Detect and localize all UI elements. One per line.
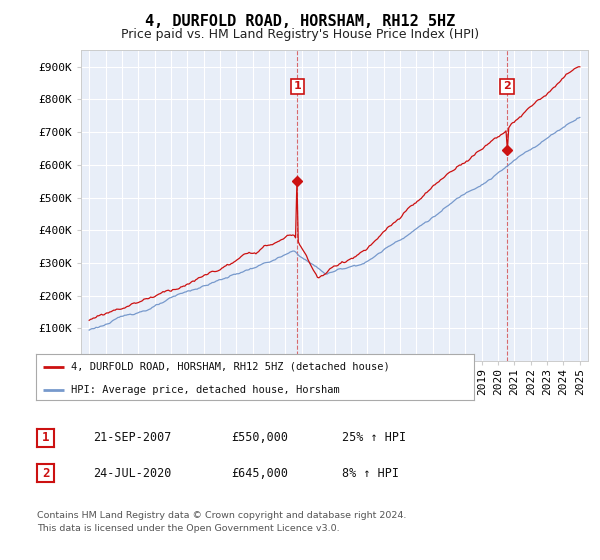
Text: 24-JUL-2020: 24-JUL-2020 [93, 466, 172, 480]
Text: Price paid vs. HM Land Registry's House Price Index (HPI): Price paid vs. HM Land Registry's House … [121, 28, 479, 41]
Text: Contains HM Land Registry data © Crown copyright and database right 2024.: Contains HM Land Registry data © Crown c… [37, 511, 407, 520]
Text: 2: 2 [42, 466, 49, 480]
Text: 4, DURFOLD ROAD, HORSHAM, RH12 5HZ: 4, DURFOLD ROAD, HORSHAM, RH12 5HZ [145, 14, 455, 29]
Text: 25% ↑ HPI: 25% ↑ HPI [342, 431, 406, 445]
Text: This data is licensed under the Open Government Licence v3.0.: This data is licensed under the Open Gov… [37, 524, 340, 533]
Text: £550,000: £550,000 [231, 431, 288, 445]
Text: 1: 1 [42, 431, 49, 445]
Text: 4, DURFOLD ROAD, HORSHAM, RH12 5HZ (detached house): 4, DURFOLD ROAD, HORSHAM, RH12 5HZ (deta… [71, 362, 390, 372]
Text: 8% ↑ HPI: 8% ↑ HPI [342, 466, 399, 480]
Text: 21-SEP-2007: 21-SEP-2007 [93, 431, 172, 445]
Text: 1: 1 [293, 81, 301, 91]
Text: 2: 2 [503, 81, 511, 91]
Text: £645,000: £645,000 [231, 466, 288, 480]
Text: HPI: Average price, detached house, Horsham: HPI: Average price, detached house, Hors… [71, 385, 340, 395]
